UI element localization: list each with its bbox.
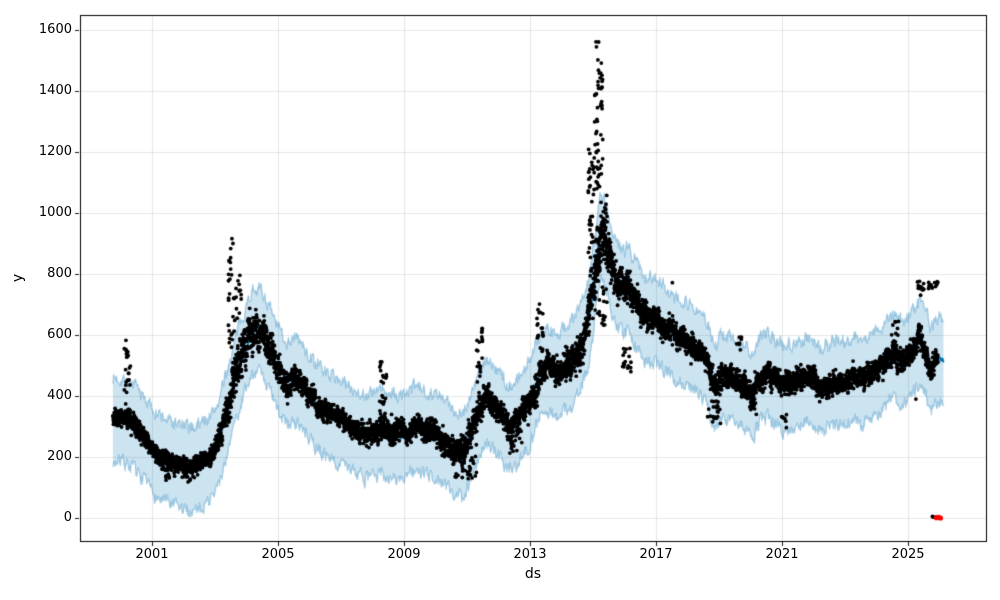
x-tick-label: 2017 bbox=[639, 547, 673, 562]
y-tick-label: 600 bbox=[47, 327, 72, 343]
x-tick-label: 2021 bbox=[765, 547, 799, 562]
x-axis-label: ds bbox=[524, 566, 542, 582]
y-tick-label: 200 bbox=[47, 449, 72, 465]
y-tick-label: 0 bbox=[63, 509, 72, 525]
x-tick-label: 2009 bbox=[387, 547, 421, 562]
y-axis-label: y bbox=[10, 273, 26, 283]
y-tick-label: 1600 bbox=[38, 22, 72, 38]
y-tick-label: 1400 bbox=[38, 83, 72, 99]
y-tick-label: 1200 bbox=[38, 144, 72, 160]
y-tick-label: 800 bbox=[47, 266, 72, 282]
y-tick-label: 400 bbox=[47, 388, 72, 404]
x-tick-label: 2005 bbox=[261, 547, 295, 562]
y-tick-label: 1000 bbox=[38, 205, 72, 221]
x-tick-label: 2025 bbox=[891, 547, 925, 562]
x-tick-label: 2013 bbox=[513, 547, 547, 562]
x-tick-label: 2001 bbox=[135, 547, 169, 562]
